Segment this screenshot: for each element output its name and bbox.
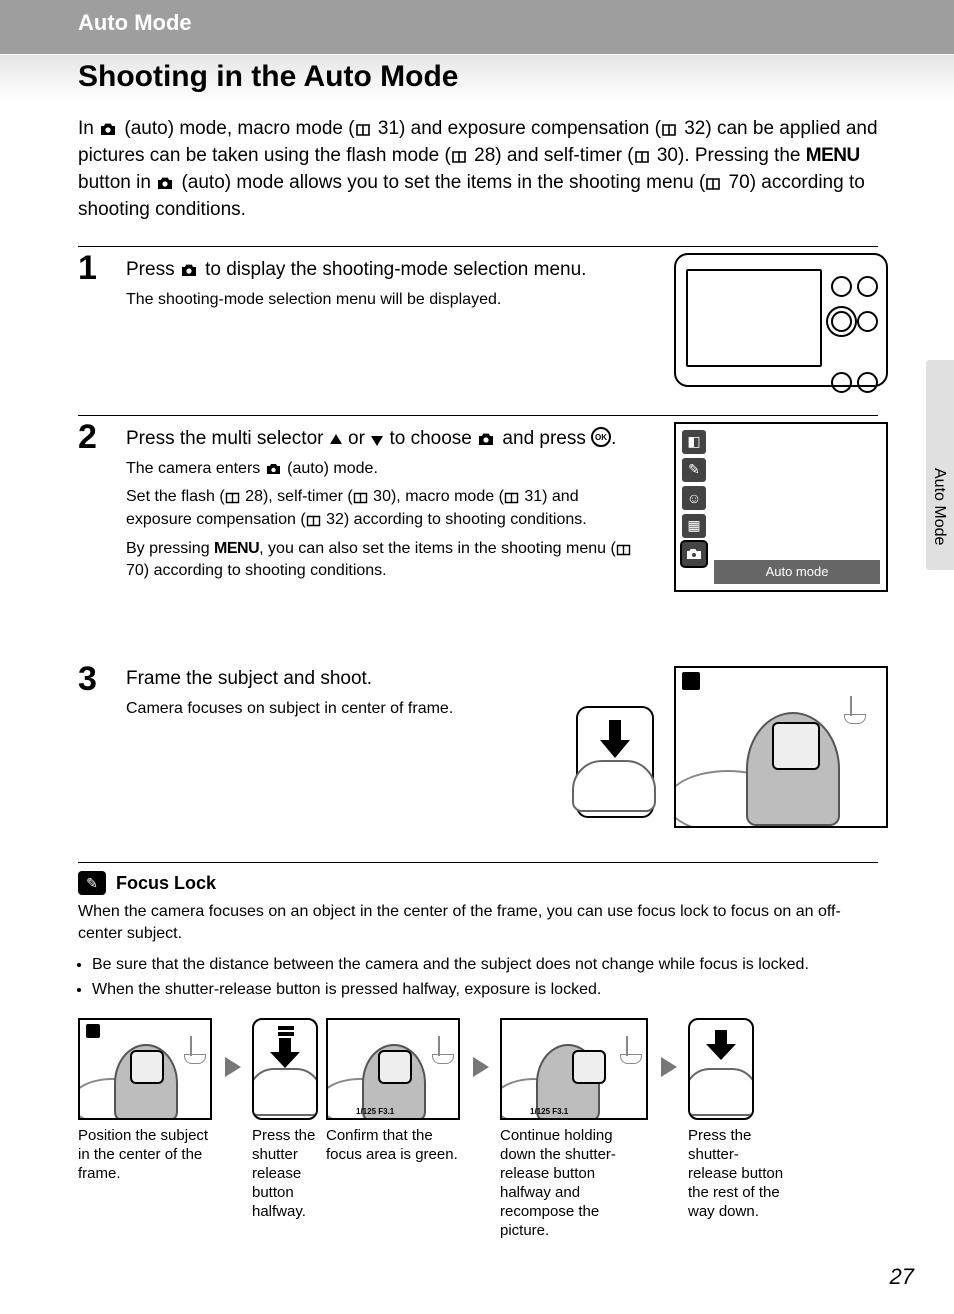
step-number: 1 xyxy=(78,249,97,288)
camera-icon xyxy=(99,121,119,137)
focus-lock-section: ✎ Focus Lock When the camera focuses on … xyxy=(78,862,878,1241)
camera-icon xyxy=(265,462,283,476)
camera-icon xyxy=(156,175,176,191)
camera-buttons xyxy=(831,271,878,398)
book-icon xyxy=(705,177,723,191)
step-number: 3 xyxy=(78,660,97,699)
focus-caption: Press the shutter release button halfway… xyxy=(252,1126,318,1222)
focus-steps-row: Position the subject in the center of th… xyxy=(78,1018,878,1241)
down-arrow-icon xyxy=(370,433,384,447)
step-2: 2 Press the multi selector or to choose … xyxy=(78,415,878,666)
svg-text:OK: OK xyxy=(595,433,607,442)
step-title: Press the multi selector or to choose an… xyxy=(126,426,626,452)
focus-caption: Position the subject in the center of th… xyxy=(78,1126,214,1184)
book-icon xyxy=(616,544,632,556)
camera-back-figure xyxy=(674,253,888,387)
camera-mode-icon xyxy=(682,672,700,690)
scene-figure xyxy=(674,666,888,828)
focus-step: Press the shutter-release button the res… xyxy=(688,1018,788,1222)
book-icon xyxy=(504,492,520,504)
side-tab: Auto Mode xyxy=(926,360,954,570)
page-title: Shooting in the Auto Mode xyxy=(78,60,458,94)
up-arrow-icon xyxy=(329,433,343,447)
mode-item[interactable]: ☺ xyxy=(682,486,706,510)
arrow-right-icon xyxy=(222,1018,244,1116)
book-icon xyxy=(634,150,652,164)
step-number: 2 xyxy=(78,418,97,457)
step-desc: Set the flash ( 28), self-timer ( 30), m… xyxy=(126,486,626,531)
mode-item[interactable]: ✎ xyxy=(682,458,706,482)
book-icon xyxy=(661,123,679,137)
mode-list: ◧ ✎ ☺ ▦ xyxy=(682,430,706,570)
page-number: 27 xyxy=(890,1264,914,1290)
step-title: Press to display the shooting-mode selec… xyxy=(126,257,626,283)
focus-step: 1/125 F3.1 Confirm that the focus area i… xyxy=(326,1018,462,1164)
step-title: Frame the subject and shoot. xyxy=(126,666,626,692)
mode-item-selected[interactable] xyxy=(682,542,706,566)
menu-text: MENU xyxy=(806,145,860,166)
camera-icon xyxy=(180,262,200,278)
content: In (auto) mode, macro mode ( 31) and exp… xyxy=(78,116,878,844)
step-desc: The camera enters (auto) mode. xyxy=(126,458,626,481)
ok-button-icon: OK xyxy=(591,427,611,447)
breadcrumb: Auto Mode xyxy=(78,10,192,35)
camera-lcd xyxy=(686,269,822,367)
focus-bullets: Be sure that the distance between the ca… xyxy=(78,953,878,1001)
arrow-right-icon xyxy=(470,1018,492,1116)
manual-page: Auto Mode Shooting in the Auto Mode Auto… xyxy=(0,0,954,1314)
book-icon xyxy=(225,492,241,504)
book-icon xyxy=(353,492,369,504)
step-desc: The shooting-mode selection menu will be… xyxy=(126,289,626,312)
step-1: 1 Press to display the shooting-mode sel… xyxy=(78,246,878,415)
step-3: 3 Frame the subject and shoot. Camera fo… xyxy=(78,666,878,844)
side-tab-label: Auto Mode xyxy=(930,468,948,545)
focus-lock-title: Focus Lock xyxy=(116,873,216,894)
menu-text: MENU xyxy=(214,540,259,557)
arrow-right-icon xyxy=(658,1018,680,1116)
camera-icon xyxy=(477,431,497,447)
focus-intro: When the camera focuses on an object in … xyxy=(78,901,878,945)
focus-caption: Confirm that the focus area is green. xyxy=(326,1126,462,1164)
book-icon xyxy=(451,150,469,164)
mode-button[interactable] xyxy=(831,311,852,332)
press-figure xyxy=(576,706,654,818)
mode-item[interactable]: ◧ xyxy=(682,430,706,454)
book-icon xyxy=(306,515,322,527)
focus-step: Press the shutter release button halfway… xyxy=(252,1018,318,1222)
focus-caption: Continue holding down the shutter-releas… xyxy=(500,1126,650,1241)
step-desc: Camera focuses on subject in center of f… xyxy=(126,698,456,721)
mode-menu-figure: ◧ ✎ ☺ ▦ Auto mode xyxy=(674,422,888,592)
focus-step: Position the subject in the center of th… xyxy=(78,1018,214,1184)
step-desc: By pressing MENU, you can also set the i… xyxy=(126,538,656,583)
focus-caption: Press the shutter-release button the res… xyxy=(688,1126,788,1222)
mode-label: Auto mode xyxy=(714,560,880,584)
note-icon: ✎ xyxy=(78,871,106,895)
focus-bullet: When the shutter-release button is press… xyxy=(92,978,878,1001)
focus-step: 1/125 F3.1 Continue holding down the shu… xyxy=(500,1018,650,1241)
focus-bullet: Be sure that the distance between the ca… xyxy=(92,953,878,976)
mode-item[interactable]: ▦ xyxy=(682,514,706,538)
intro-paragraph: In (auto) mode, macro mode ( 31) and exp… xyxy=(78,116,878,224)
book-icon xyxy=(355,123,373,137)
